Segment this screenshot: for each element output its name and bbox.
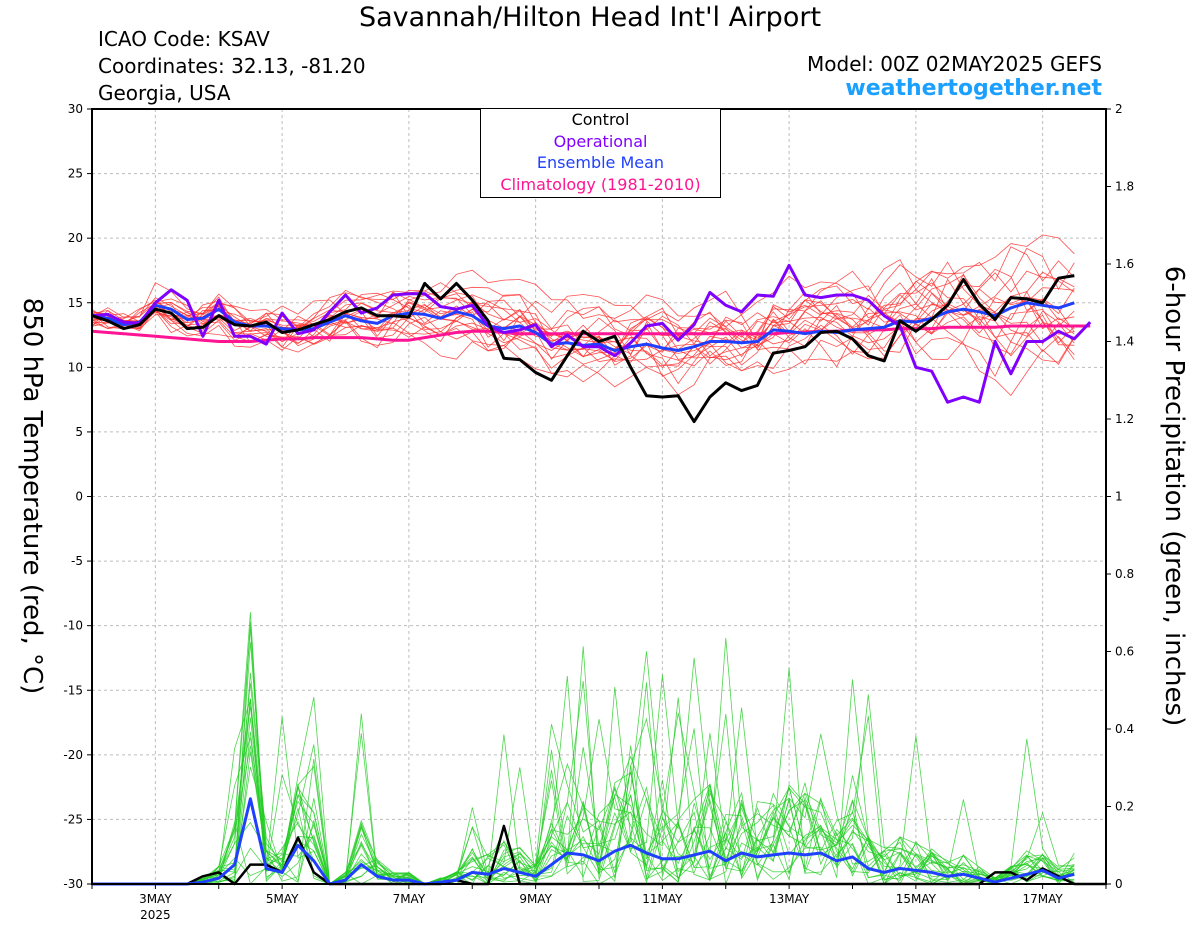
region: Georgia, USA <box>98 81 231 105</box>
right-tick-label: 1 <box>1115 490 1123 504</box>
legend-operational: Operational <box>553 131 648 151</box>
temp-member-line <box>91 277 1075 396</box>
precip-member-line <box>92 628 1075 885</box>
x-tick-year-label: 2025 <box>140 908 171 922</box>
precip-member-line <box>92 745 1075 885</box>
x-tick-label: 9MAY <box>519 892 552 906</box>
x-tick-label: 11MAY <box>642 892 683 906</box>
precip-member-line <box>92 675 1075 885</box>
operational-line <box>91 263 1092 404</box>
x-tick-label: 3MAY <box>139 892 172 906</box>
x-tick-label: 15MAY <box>896 892 937 906</box>
right-tick-label: 0.4 <box>1115 722 1134 736</box>
ensemble-mean-precip-line <box>92 797 1075 886</box>
left-tick-label: 5 <box>75 425 83 439</box>
left-tick-label: -30 <box>63 877 83 891</box>
precip-member-line <box>92 681 1075 885</box>
x-tick-label: 5MAY <box>266 892 299 906</box>
temp-member-line <box>91 285 1075 360</box>
temp-member-line <box>91 292 1075 397</box>
legend-ensemble-mean: Ensemble Mean <box>536 153 665 172</box>
legend-control: Control <box>571 110 630 129</box>
right-tick-label: 1.4 <box>1115 335 1134 349</box>
chart-title: Savannah/Hilton Head Int'l Airport <box>358 2 822 33</box>
model-run: Model: 00Z 02MAY2025 GEFS <box>807 52 1102 76</box>
legend-climatology: Climatology (1981-2010) <box>500 174 701 194</box>
left-tick-label: 30 <box>68 102 83 116</box>
left-tick-label: 20 <box>68 231 83 245</box>
x-tick-label: 7MAY <box>393 892 426 906</box>
left-tick-label: 25 <box>68 167 83 181</box>
x-tick-label: 13MAY <box>769 892 810 906</box>
temp-member-line <box>91 261 1075 385</box>
left-tick-label: -15 <box>63 683 83 697</box>
precip-member-line <box>92 667 1075 885</box>
precip-member-line <box>92 637 1075 885</box>
right-tick-label: 0 <box>1115 877 1123 891</box>
right-tick-label: 0.8 <box>1115 567 1134 581</box>
left-tick-label: -20 <box>63 748 83 762</box>
legend: Control Operational Ensemble Mean Climat… <box>480 108 721 198</box>
left-tick-label: -10 <box>63 619 83 633</box>
left-tick-label: 15 <box>68 296 83 310</box>
right-tick-label: 2 <box>1115 102 1123 116</box>
precip-member-line <box>92 674 1075 885</box>
icao-code: ICAO Code: KSAV <box>98 27 270 51</box>
precip-member-line <box>92 682 1075 885</box>
left-tick-label: 0 <box>75 490 83 504</box>
precip-member-line <box>92 713 1075 885</box>
precip-member-line <box>92 799 1075 885</box>
x-tick-label: 17MAY <box>1023 892 1064 906</box>
site-link[interactable]: weathertogether.net <box>845 76 1102 101</box>
coordinates: Coordinates: 32.13, -81.20 <box>98 54 366 78</box>
left-tick-label: 10 <box>68 360 83 374</box>
right-tick-label: 0.6 <box>1115 645 1134 659</box>
right-tick-label: 1.8 <box>1115 180 1134 194</box>
right-tick-label: 0.2 <box>1115 800 1134 814</box>
left-tick-label: -25 <box>63 812 83 826</box>
control-temp-line <box>91 274 1075 424</box>
right-tick-label: 1.2 <box>1115 412 1134 426</box>
left-tick-label: -5 <box>71 554 83 568</box>
precip-member-line <box>92 612 1075 885</box>
right-tick-label: 1.6 <box>1115 257 1134 271</box>
temp-member-line <box>91 278 1075 363</box>
